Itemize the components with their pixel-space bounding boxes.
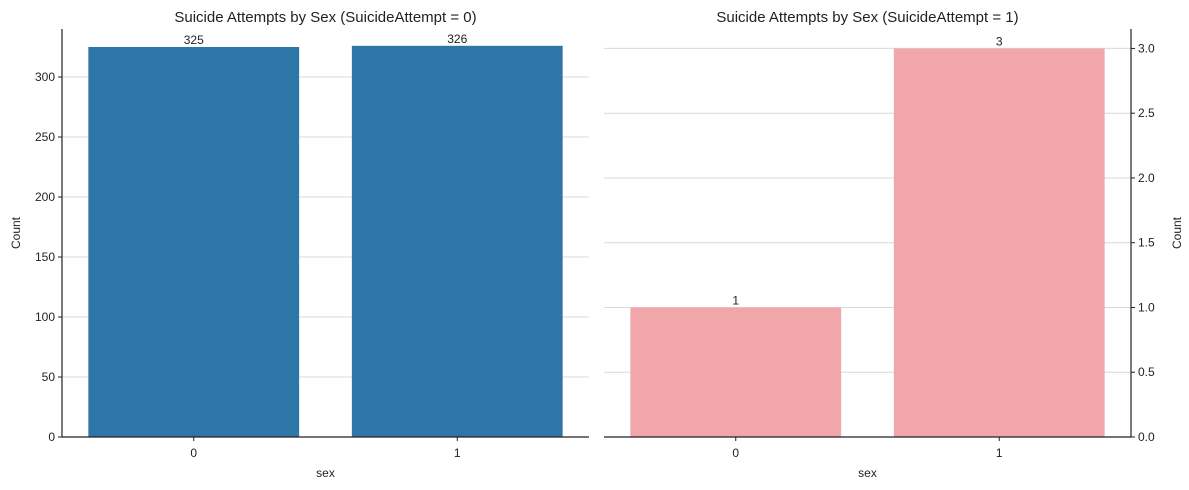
bar — [351, 45, 563, 438]
bar — [88, 47, 300, 437]
y-tick-label: 300 — [35, 70, 55, 84]
bar-value-label: 3 — [996, 34, 1003, 48]
y-tick-label: 100 — [35, 310, 55, 324]
x-axis-label: sex — [858, 466, 877, 480]
x-tick-label: 0 — [732, 446, 739, 460]
y-tick-label: 0 — [48, 430, 55, 444]
chart-title: Suicide Attempts by Sex (SuicideAttempt … — [716, 9, 1018, 26]
y-tick-label: 200 — [35, 190, 55, 204]
y-tick-label: 0.0 — [1138, 430, 1155, 444]
bar-value-label: 325 — [184, 33, 204, 47]
bar — [630, 307, 842, 437]
y-axis-label: Count — [1170, 216, 1184, 249]
y-axis-label: Count — [9, 216, 23, 249]
y-tick-label: 0.5 — [1138, 365, 1155, 379]
y-tick-label: 1.0 — [1138, 300, 1155, 314]
x-tick-label: 0 — [190, 446, 197, 460]
bar — [893, 48, 1105, 438]
y-tick-label: 1.5 — [1138, 236, 1155, 250]
x-tick-label: 1 — [996, 446, 1003, 460]
y-tick-label: 2.0 — [1138, 171, 1155, 185]
x-axis-label: sex — [316, 466, 335, 480]
y-tick-label: 250 — [35, 130, 55, 144]
y-tick-label: 150 — [35, 250, 55, 264]
chart-title: Suicide Attempts by Sex (SuicideAttempt … — [174, 9, 476, 26]
bar-value-label: 1 — [732, 293, 739, 307]
y-tick-label: 2.5 — [1138, 106, 1155, 120]
bar-value-label: 326 — [447, 32, 467, 46]
y-tick-label: 50 — [42, 370, 56, 384]
chart-panel-right: 1 0 3 1 0.0 0.5 1.0 1.5 2.0 2.5 3.0 Suicide Attempt… — [604, 9, 1184, 480]
chart-panel-left: 325 0 326 1 0 50 100 150 200 250 300 Suicide Attemp… — [9, 9, 589, 480]
y-tick-label: 3.0 — [1138, 41, 1155, 55]
x-tick-label: 1 — [454, 446, 461, 460]
